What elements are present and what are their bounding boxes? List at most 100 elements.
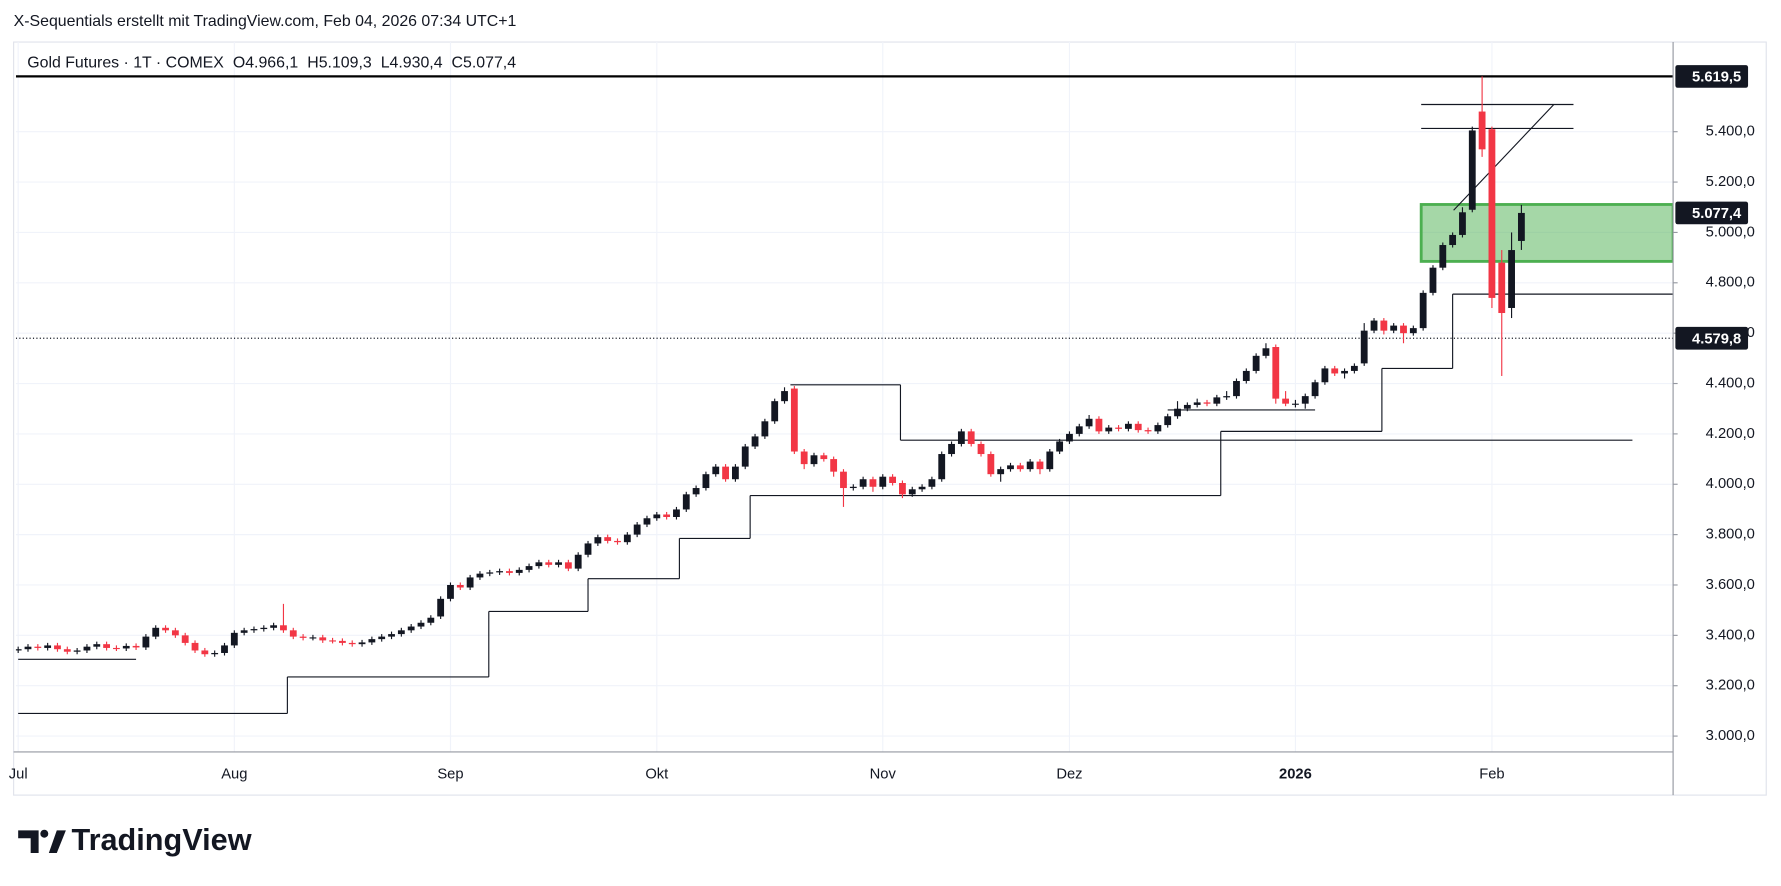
candle-body <box>1183 404 1191 409</box>
candle-body <box>1252 355 1260 371</box>
candle-body <box>1468 130 1476 210</box>
trendline <box>1453 104 1555 211</box>
candle-body <box>1311 382 1319 397</box>
x-tick-label: 2026 <box>1279 767 1312 783</box>
candle-body <box>1508 250 1515 308</box>
candle-body <box>427 617 435 623</box>
candle-body <box>967 431 975 444</box>
candle-body <box>191 642 199 651</box>
x-tick-label: Sep <box>437 767 463 783</box>
candle-body <box>466 577 474 588</box>
candle-body <box>270 625 278 628</box>
candle-body <box>368 639 376 643</box>
candle-body <box>1066 433 1073 442</box>
candle-body <box>181 635 189 643</box>
brand-name: TradingView <box>72 823 252 857</box>
candle-body <box>1449 234 1457 246</box>
x-tick-label: Aug <box>221 767 247 783</box>
price-label: 5.077,4 <box>1692 206 1742 222</box>
candle-body <box>260 627 268 630</box>
candle-body <box>171 630 179 636</box>
y-tick-label: 4.000,0 <box>1706 476 1755 492</box>
price-label: 5.619,5 <box>1692 69 1741 85</box>
candle-body <box>771 401 779 422</box>
price-label-box <box>1675 326 1749 350</box>
candle-body <box>1409 328 1417 334</box>
candle-body <box>338 640 346 643</box>
candle-body <box>34 646 42 648</box>
candle-body <box>1301 396 1309 404</box>
candle-body <box>24 646 32 650</box>
candle-body <box>456 584 464 588</box>
candle-body <box>564 562 572 569</box>
candle-body <box>623 534 631 543</box>
candle-body <box>977 443 985 455</box>
candle-body <box>299 636 307 638</box>
candle-body <box>83 646 91 651</box>
candle-body <box>289 630 297 637</box>
candle-body <box>1095 418 1103 432</box>
axes: 3.000,0 3.200,0 3.400,0 3.600,0 3.800,0 4.000… <box>9 65 1755 783</box>
candle-body <box>240 630 248 633</box>
y-tick-label: 4.400,0 <box>1706 375 1755 391</box>
candle-body <box>1193 402 1201 405</box>
candle-body <box>437 598 445 617</box>
legend-close-label: C <box>452 55 463 72</box>
candle-body <box>113 647 120 650</box>
candle-body <box>1488 129 1496 298</box>
candle-body <box>1350 365 1358 371</box>
candle-body <box>790 388 798 452</box>
candle-body <box>506 571 513 573</box>
candle-body <box>938 454 946 480</box>
candle-body <box>1164 416 1172 426</box>
x-tick-label: Feb <box>1479 767 1504 783</box>
candle-body <box>702 474 710 489</box>
candle-body <box>555 562 562 565</box>
candle-body <box>1036 461 1044 470</box>
supply-zone <box>1419 203 1674 263</box>
candle-body <box>692 488 700 495</box>
candle-body <box>673 509 680 517</box>
grid <box>15 42 1674 752</box>
candle-body <box>486 572 494 574</box>
candle-body <box>1262 348 1270 356</box>
candle-body <box>761 421 769 437</box>
candle-body <box>574 554 582 569</box>
candle-body <box>820 455 828 460</box>
candle-body <box>1233 381 1240 397</box>
candle-body <box>54 645 61 650</box>
plot-area <box>15 75 1674 714</box>
candle-body <box>584 543 592 555</box>
candle-body <box>751 436 759 447</box>
candle-body <box>800 451 808 465</box>
legend-high: 5.109,3 <box>319 55 372 72</box>
candle-body <box>879 476 887 487</box>
candle-body <box>378 636 386 640</box>
candle-body <box>1174 408 1181 417</box>
candle-body <box>1124 423 1132 429</box>
candle-body <box>515 569 523 573</box>
candle-body <box>230 632 238 646</box>
candle-body <box>1439 245 1447 268</box>
candle-body <box>987 454 995 475</box>
candle-body <box>44 645 52 648</box>
candle-body <box>319 637 327 641</box>
candle-body <box>1478 111 1486 150</box>
candle-body <box>73 650 81 652</box>
y-tick-label: 3.200,0 <box>1706 678 1755 694</box>
y-tick-label: 3.400,0 <box>1706 627 1755 643</box>
candle-body <box>93 644 101 647</box>
candle-body <box>869 479 877 487</box>
candle-body <box>162 627 169 631</box>
y-tick-label: 3.600,0 <box>1706 577 1755 593</box>
legend-high-label: H <box>307 55 318 72</box>
candle-body <box>1016 465 1024 470</box>
price-label-box <box>1675 65 1749 88</box>
candle-body <box>201 650 209 655</box>
candle-body <box>122 645 130 649</box>
candle-body <box>1321 368 1329 383</box>
candle-body <box>1341 370 1348 374</box>
candle-body <box>731 466 739 480</box>
